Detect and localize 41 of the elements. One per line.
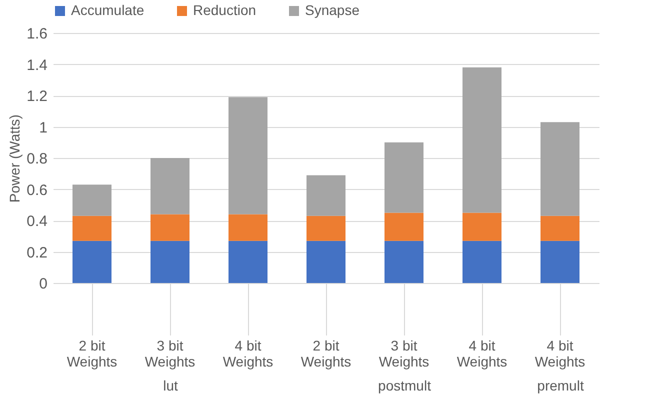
bar bbox=[72, 184, 112, 216]
legend-label: Reduction bbox=[193, 2, 256, 18]
legend-label: Synapse bbox=[305, 2, 360, 18]
bar bbox=[462, 212, 502, 241]
x-tick-label: 3 bit Weights bbox=[144, 338, 196, 370]
bar bbox=[384, 142, 424, 213]
bar bbox=[228, 97, 268, 214]
y-tick-label: 1.2 bbox=[26, 88, 48, 105]
y-tick-label: 0.2 bbox=[26, 244, 48, 262]
y-tick-label: 0.6 bbox=[26, 182, 48, 199]
x-axis-title: lut bbox=[163, 378, 178, 394]
x-tick-label: 4 bit Weights bbox=[222, 338, 274, 370]
bar bbox=[150, 240, 190, 283]
bar bbox=[462, 67, 502, 213]
y-axis-title: Power (Watts) bbox=[6, 114, 23, 203]
bar bbox=[384, 212, 424, 241]
x-tick-label: 2 bit Weights bbox=[300, 338, 352, 370]
bar bbox=[384, 240, 424, 283]
bar bbox=[306, 240, 346, 283]
y-tick-label: 0.4 bbox=[26, 213, 48, 230]
bar bbox=[228, 240, 268, 283]
bar bbox=[72, 240, 112, 283]
bar bbox=[150, 214, 190, 241]
x-tick-label: 4 bit Weights bbox=[534, 338, 586, 370]
y-tick-label: 1.6 bbox=[26, 26, 48, 42]
bar bbox=[150, 158, 190, 214]
x-tick-label: 2 bit Weights bbox=[66, 338, 118, 370]
bar bbox=[462, 240, 502, 283]
y-tick-label: 1.4 bbox=[26, 56, 48, 74]
bar bbox=[72, 216, 112, 241]
bar bbox=[228, 214, 268, 241]
y-tick-label: 0.8 bbox=[26, 150, 48, 168]
bar bbox=[306, 175, 346, 216]
x-tick-label: 4 bit Weights bbox=[456, 338, 508, 370]
y-tick-label: 1 bbox=[39, 119, 48, 136]
legend-label: Accumulate bbox=[71, 2, 144, 18]
x-tick-label: 3 bit Weights bbox=[378, 338, 430, 370]
bar bbox=[306, 216, 346, 241]
y-tick-label: 0 bbox=[39, 276, 48, 292]
x-axis-title: postmult bbox=[378, 378, 432, 394]
x-axis-title: premult bbox=[537, 378, 584, 394]
